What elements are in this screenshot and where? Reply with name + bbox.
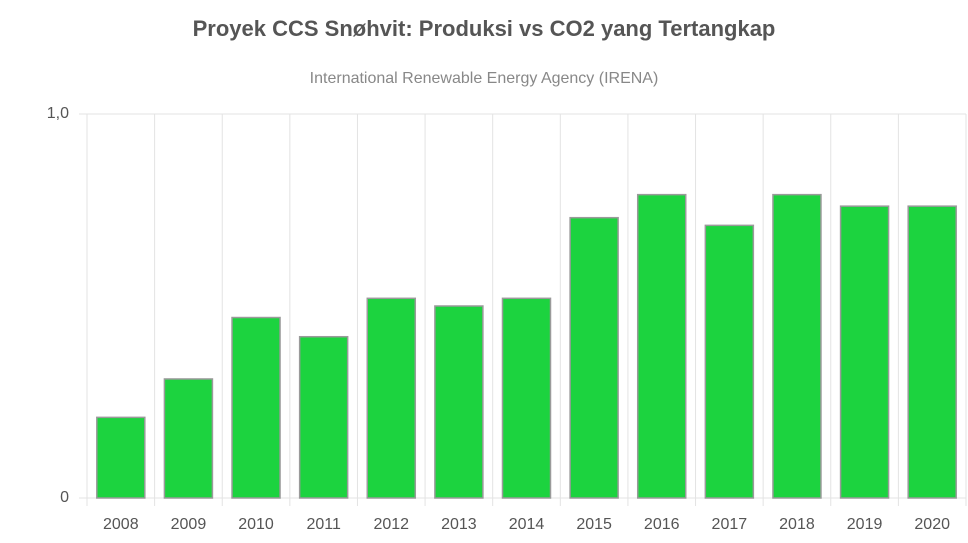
bar [704, 224, 755, 499]
chart-title: Proyek CCS Snøhvit: Produksi vs CO2 yang… [193, 16, 776, 41]
x-tick-label: 2018 [779, 516, 815, 533]
bar [366, 297, 417, 499]
bar [163, 378, 214, 499]
bar [96, 416, 146, 499]
bar [907, 205, 957, 499]
bar [231, 316, 281, 499]
y-tick-label: 1,0 [47, 105, 69, 122]
bar [636, 193, 687, 499]
x-tick-label: 2020 [914, 516, 950, 533]
bar [839, 205, 890, 499]
bar [434, 305, 484, 499]
bar [298, 335, 349, 499]
x-tick-label: 2008 [103, 516, 139, 533]
x-tick-label: 2012 [373, 516, 409, 533]
x-tick-label: 2015 [576, 516, 612, 533]
x-tick-label: 2010 [238, 516, 274, 533]
bar [501, 297, 552, 499]
chart-subtitle: International Renewable Energy Agency (I… [310, 70, 659, 87]
x-tick-label: 2017 [712, 516, 748, 533]
x-tick-label: 2009 [171, 516, 207, 533]
bar [772, 193, 822, 499]
x-tick-label: 2016 [644, 516, 680, 533]
x-tick-label: 2019 [847, 516, 883, 533]
y-tick-label: 0 [60, 489, 69, 506]
x-tick-label: 2013 [441, 516, 477, 533]
bar [569, 216, 619, 499]
x-tick-label: 2014 [509, 516, 545, 533]
x-tick-label: 2011 [306, 516, 341, 533]
